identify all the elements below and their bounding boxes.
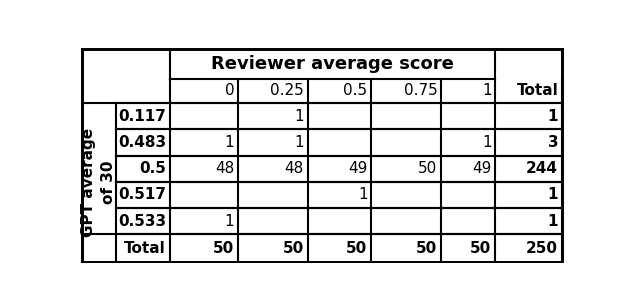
Text: 50: 50 (470, 241, 492, 255)
Text: 1: 1 (225, 135, 234, 150)
Text: 0.5: 0.5 (344, 83, 367, 99)
Text: 1: 1 (294, 109, 304, 124)
Text: 1: 1 (548, 187, 558, 202)
Text: Reviewer average score: Reviewer average score (211, 55, 454, 73)
Text: 48: 48 (285, 161, 304, 176)
Text: 0.75: 0.75 (404, 83, 437, 99)
Text: GPT average
of 30: GPT average of 30 (81, 128, 116, 237)
Text: 0: 0 (225, 83, 234, 99)
Text: 50: 50 (283, 241, 304, 255)
Text: 1: 1 (358, 187, 367, 202)
Text: 3: 3 (548, 135, 558, 150)
Text: Total: Total (124, 241, 166, 255)
Text: 50: 50 (416, 241, 437, 255)
Text: 0.117: 0.117 (118, 109, 166, 124)
Text: 0.5: 0.5 (139, 161, 166, 176)
Text: 50: 50 (418, 161, 437, 176)
Text: 1: 1 (225, 214, 234, 229)
Text: 1: 1 (482, 83, 492, 99)
Text: 1: 1 (548, 109, 558, 124)
Text: 49: 49 (348, 161, 367, 176)
Text: 50: 50 (346, 241, 367, 255)
Text: 49: 49 (472, 161, 492, 176)
Text: Total: Total (516, 83, 558, 99)
Text: 0.483: 0.483 (118, 135, 166, 150)
Text: 1: 1 (294, 135, 304, 150)
Text: 0.25: 0.25 (270, 83, 304, 99)
Text: 48: 48 (215, 161, 234, 176)
Text: 244: 244 (526, 161, 558, 176)
Text: 1: 1 (548, 214, 558, 229)
Text: 50: 50 (213, 241, 234, 255)
Text: 0.517: 0.517 (118, 187, 166, 202)
Text: 0.533: 0.533 (118, 214, 166, 229)
Text: 1: 1 (482, 135, 492, 150)
Text: 250: 250 (526, 241, 558, 255)
